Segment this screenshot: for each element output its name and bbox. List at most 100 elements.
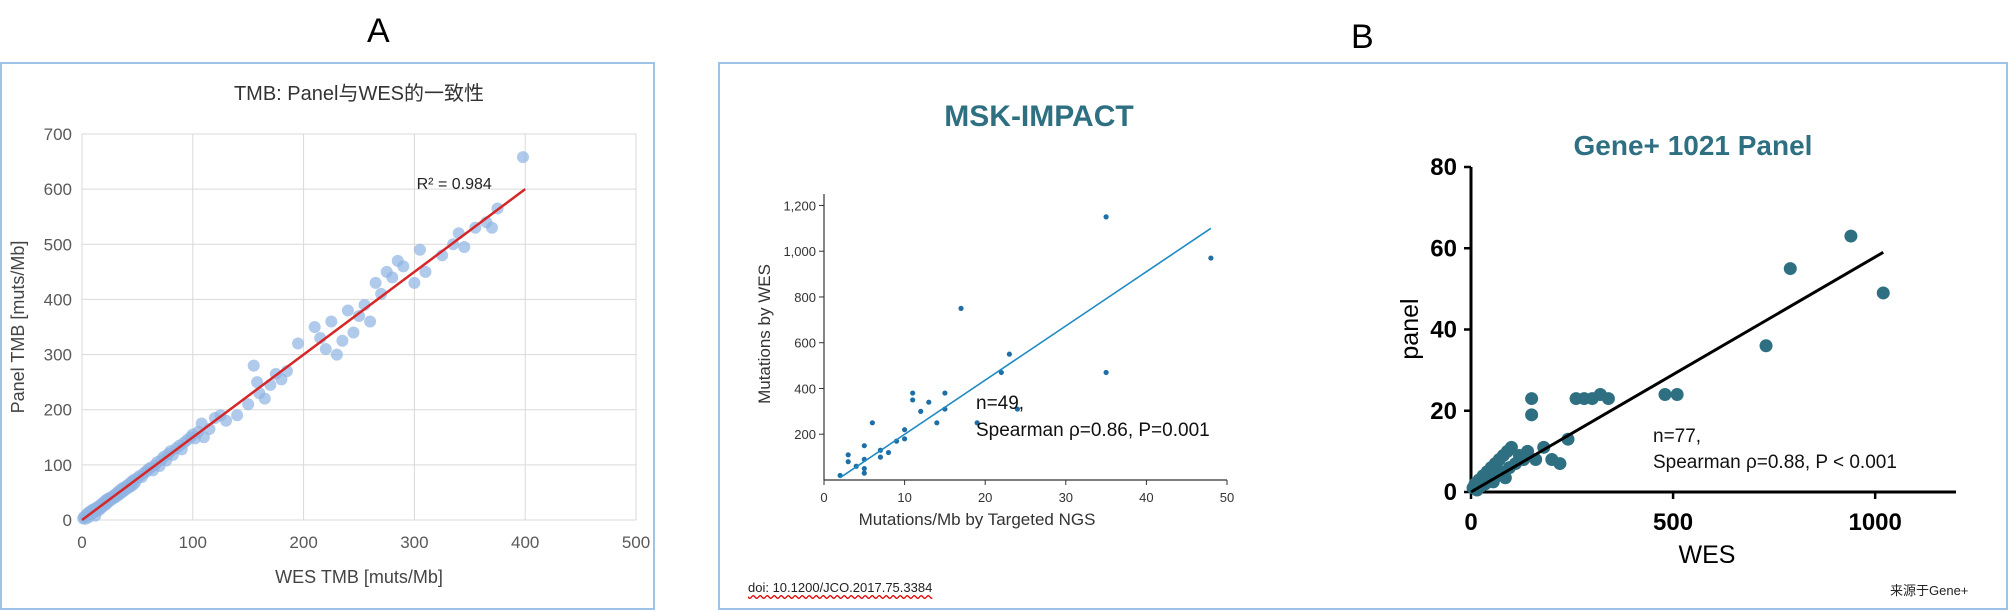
- trendline: [81, 188, 526, 522]
- r-squared-annotation: R² = 0.984: [417, 176, 492, 193]
- data-point: [910, 397, 916, 403]
- data-point: [1208, 255, 1214, 261]
- data-point: [918, 408, 924, 414]
- x-tick-label: 500: [1653, 509, 1693, 536]
- data-point: [516, 151, 529, 164]
- data-point: [231, 409, 244, 422]
- data-point: [926, 399, 932, 405]
- data-point: [325, 315, 338, 328]
- y-tick-label: 0: [1444, 479, 1457, 506]
- data-point: [861, 443, 867, 449]
- data-point: [413, 243, 426, 256]
- y-tick-label: 60: [1430, 235, 1457, 262]
- y-tick-label: 20: [1430, 398, 1457, 425]
- data-point: [319, 343, 332, 356]
- data-point: [998, 369, 1004, 376]
- data-point: [251, 376, 264, 389]
- data-point: [1525, 392, 1539, 406]
- y-tick-label: 600: [44, 180, 72, 199]
- data-point: [942, 390, 948, 396]
- data-point: [845, 452, 851, 458]
- x-tick-label: 50: [1220, 490, 1234, 505]
- data-point: [974, 420, 980, 426]
- y-tick-label: 600: [794, 336, 816, 351]
- data-point: [347, 326, 360, 339]
- n-annotation: n=49,: [976, 393, 1024, 414]
- data-point: [364, 315, 377, 328]
- x-tick-label: 100: [179, 533, 207, 552]
- x-tick-label: 300: [400, 533, 428, 552]
- data-point: [341, 304, 354, 317]
- y-tick-label: 300: [44, 346, 72, 365]
- y-tick-label: 700: [44, 125, 72, 144]
- data-point: [1103, 214, 1109, 220]
- data-point: [1504, 440, 1518, 454]
- chart-b1: 0 10 20 30 40 50 200 400 600 800 1,000 1,200 MSK-IMP…: [755, 100, 1234, 529]
- data-point: [485, 221, 498, 234]
- y-tick-label: 400: [794, 381, 816, 396]
- y-tick-label: 100: [44, 456, 72, 475]
- y-axis-title: Panel TMB [muts/Mb]: [8, 241, 28, 414]
- data-point: [885, 449, 892, 456]
- y-tick-label: 1,000: [783, 244, 816, 259]
- data-point: [220, 414, 233, 427]
- data-point: [408, 276, 421, 289]
- data-point: [419, 265, 432, 278]
- panel-a-letter: A: [367, 12, 390, 50]
- y-axis-title: panel: [1396, 298, 1424, 359]
- y-tick-label: 1,200: [783, 198, 816, 213]
- data-point: [1783, 262, 1797, 276]
- y-tick-label: 0: [63, 511, 72, 530]
- y-tick-label: 200: [44, 401, 72, 420]
- x-tick-label: 1000: [1848, 509, 1901, 536]
- data-point: [458, 241, 471, 254]
- spearman-annotation: Spearman ρ=0.88, P < 0.001: [1653, 452, 1897, 473]
- data-point: [386, 271, 399, 284]
- data-point: [1601, 392, 1615, 406]
- data-point: [247, 359, 260, 372]
- panel-b-frame: 0 10 20 30 40 50 200 400 600 800 1,000 1,200 MSK-IMP…: [718, 62, 2008, 610]
- data-point: [1103, 369, 1109, 376]
- y-tick-label: 40: [1430, 317, 1457, 344]
- data-point: [845, 459, 851, 465]
- data-point: [397, 260, 410, 273]
- data-point: [1876, 286, 1890, 300]
- y-tick-label: 800: [794, 290, 816, 305]
- data-point: [1521, 444, 1535, 458]
- data-point: [292, 337, 305, 350]
- x-tick-label: 10: [897, 490, 911, 505]
- panel-b-letter: B: [1351, 18, 1374, 56]
- data-point: [375, 287, 388, 300]
- data-point: [958, 305, 964, 311]
- data-point: [1844, 229, 1858, 243]
- y-tick-label: 500: [44, 235, 72, 254]
- n-annotation: n=77,: [1653, 426, 1701, 447]
- y-axis-title: Mutations by WES: [755, 264, 774, 404]
- source-note: 来源于Gene+: [1890, 583, 1969, 598]
- data-point: [934, 420, 940, 426]
- doi-citation: doi: 10.1200/JCO.2017.75.3384: [748, 580, 933, 595]
- data-point: [1759, 339, 1773, 353]
- x-tick-label: 40: [1139, 490, 1153, 505]
- panel-a-frame: 0 100 200 300 400 500 0 100 200 300 400 500 600 700 R²…: [0, 62, 655, 610]
- data-point: [902, 436, 908, 442]
- chart-title: MSK-IMPACT: [944, 100, 1133, 133]
- chart-title: Gene+ 1021 Panel: [1574, 130, 1813, 161]
- x-tick-label: 400: [511, 533, 539, 552]
- y-tick-label: 200: [794, 427, 816, 442]
- x-tick-label: 0: [1464, 509, 1477, 536]
- data-point: [330, 348, 343, 361]
- data-point: [869, 420, 875, 426]
- x-tick-label: 500: [622, 533, 650, 552]
- y-tick-label: 400: [44, 290, 72, 309]
- data-point: [336, 334, 349, 347]
- data-point: [369, 276, 382, 289]
- x-tick-label: 20: [978, 490, 992, 505]
- x-tick-label: 0: [820, 490, 827, 505]
- data-point: [902, 427, 908, 433]
- y-tick-label: 80: [1430, 154, 1457, 181]
- data-point: [861, 465, 867, 472]
- chart-b2: 0 500 1000 0 20 40 60 80 Gene+ 1021 Panel WES pane…: [1396, 130, 1956, 564]
- data-point: [910, 390, 916, 396]
- data-point: [1525, 408, 1539, 422]
